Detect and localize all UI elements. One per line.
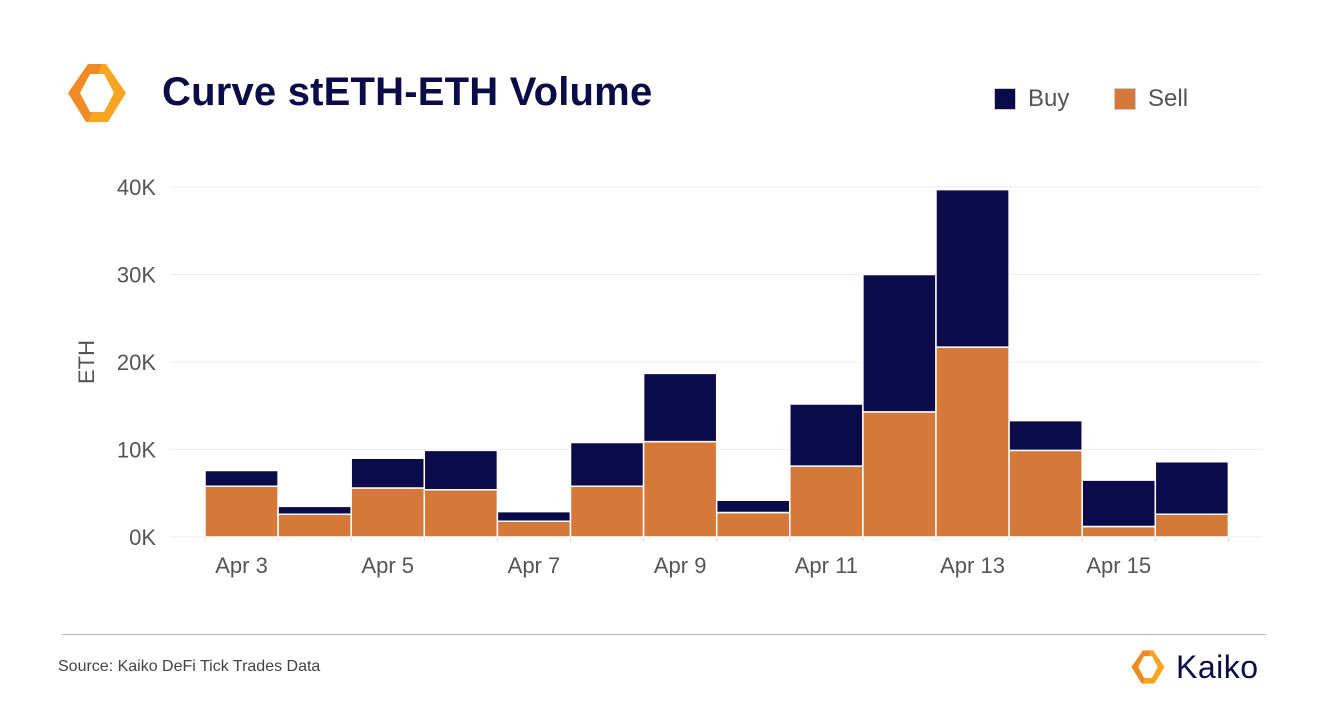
x-tick-label: Apr 3 [215,553,268,578]
bar-buy [789,403,864,467]
bar-sell [350,487,426,538]
bar-sell [1081,525,1157,538]
bar-buy [1081,479,1157,528]
bar-buy [715,499,791,514]
x-tick-label: Apr 13 [940,553,1005,578]
x-tick-label: Apr 15 [1086,553,1151,578]
bar-buy [277,505,352,515]
bar-sell [935,346,1010,538]
kaiko-logo-icon [68,64,126,122]
bar-sell [423,489,499,538]
bar-sell [204,485,279,538]
kaiko-brand: Kaiko [1128,646,1259,688]
bar-buy [423,449,499,491]
y-tick-label: 0K [129,525,156,550]
legend-item-buy: Buy [994,84,1069,114]
bar-chart: 0K 10K 20K 30K 40K ETH Apr 3 Apr 5 Apr 7 Apr 9 Apr… [74,175,1262,578]
legend-swatch-sell [1114,88,1136,110]
x-tick-label: Apr 11 [795,553,858,578]
legend-swatch-buy [994,88,1016,110]
bar-sell [642,440,718,538]
bar-buy [1154,461,1230,515]
x-tick-label: Apr 7 [508,553,561,578]
bar-buy [642,372,718,443]
bar-buy [496,510,572,522]
bar-sell [569,485,645,538]
x-tick-label: Apr 5 [361,553,414,578]
bar-sell [277,513,352,538]
y-tick-label: 40K [117,175,156,200]
bar-buy [1008,419,1083,452]
bar-sell [1008,449,1083,538]
kaiko-brand-icon [1131,650,1165,684]
y-axis-label: ETH [74,340,99,384]
legend-label-buy: Buy [1028,85,1070,112]
footer-divider [62,634,1266,635]
bar-buy [862,273,937,413]
legend-item-sell: Sell [1114,84,1188,114]
bar-sell [496,520,572,538]
bar-buy [935,188,1010,348]
bar-sell [715,511,791,538]
source-note: Source: Kaiko DeFi Tick Trades Data [58,658,321,675]
x-tick-label: Apr 9 [654,553,707,578]
y-tick-label: 20K [117,350,156,375]
bar-sell [862,411,937,538]
bar-buy [569,441,645,487]
y-tick-label: 10K [117,438,156,463]
y-tick-label: 30K [117,263,156,288]
brand-name: Kaiko [1176,648,1259,685]
bar-buy [350,457,426,489]
bar-sell [1154,513,1230,538]
bar-sell [789,465,864,538]
chart-title: Curve stETH-ETH Volume [162,70,653,114]
bar-buy [204,469,279,487]
legend-label-sell: Sell [1148,85,1189,112]
